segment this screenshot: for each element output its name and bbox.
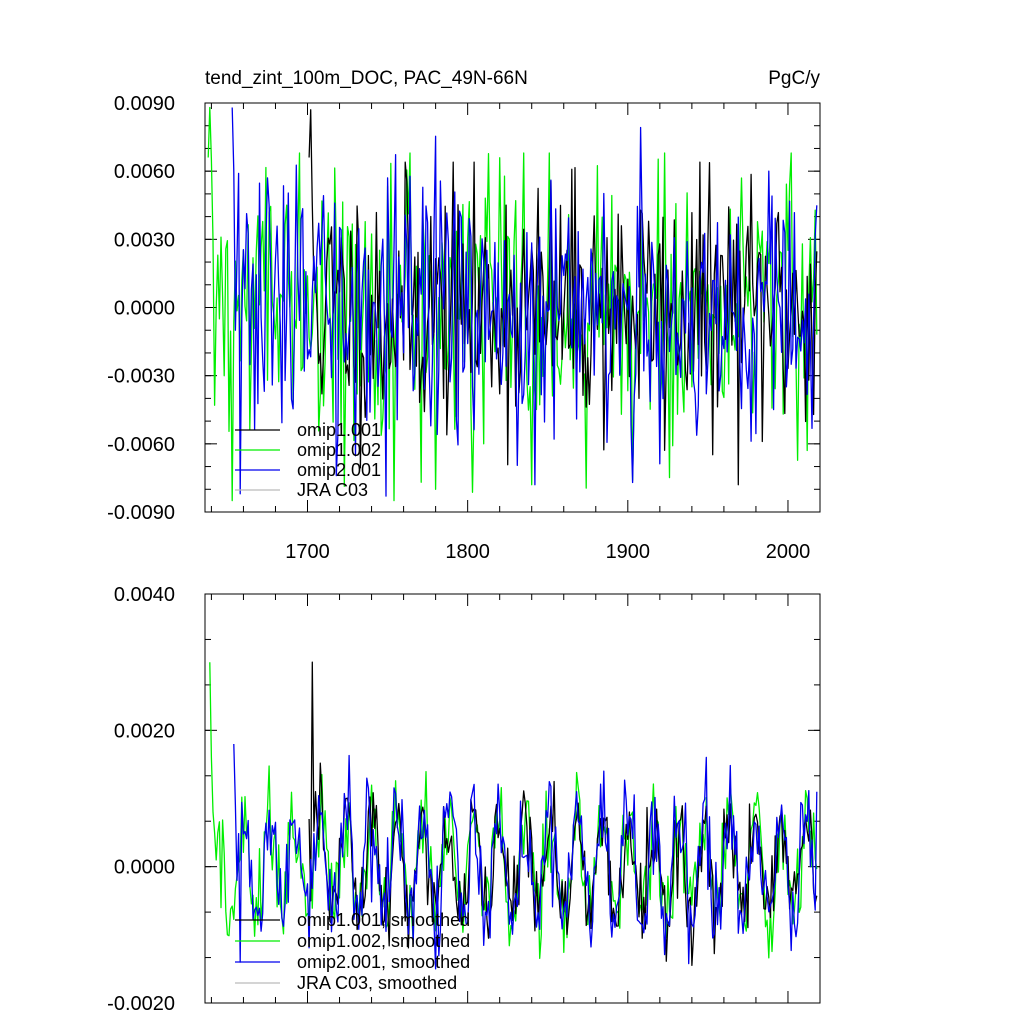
y-tick-label: 0.0030 [114,229,175,251]
x-tick-label: 1800 [445,541,490,563]
legend-label: omip1.002, smoothed [297,931,470,951]
panel-top: -0.0090 -0.0060 -0.0030 0.0000 0.0030 0.0060 0… [107,93,821,563]
y-tick-label: -0.0030 [107,366,175,388]
chart-title: tend_zint_100m_DOC, PAC_49N-66N [205,68,528,89]
series-line-omip2-001-smoothed [233,743,818,970]
legend-label: omip1.002 [297,440,381,460]
y-tick-label: -0.0060 [107,434,175,456]
series-line-omip2-001 [231,107,818,497]
y-tick-label: 0.0000 [114,298,175,320]
legend-label: omip2.001 [297,460,381,480]
y-tick-label: 0.0090 [114,93,175,115]
plot-frame [204,593,821,1004]
legend-label: omip1.001, smoothed [297,910,470,930]
y-tick-label: 0.0020 [114,720,175,742]
x-tick-label: 2000 [766,541,811,563]
legend-label: omip2.001, smoothed [297,952,470,972]
y-tick-label: 0.0060 [114,161,175,183]
x-tick-label: 1900 [606,541,651,563]
y-tick-label: 0.0000 [114,857,175,879]
legend-label: JRA C03, smoothed [297,973,457,993]
y-tick-label: -0.0020 [107,993,175,1015]
y-tick-label: 0.0040 [114,584,175,606]
legend-label: omip1.001 [297,420,381,440]
x-tick-label: 1700 [285,541,330,563]
y-tick-label: -0.0090 [107,502,175,524]
panel-bottom: -0.0020 0.0000 0.0020 0.0040 omip1.001, smoo… [107,584,821,1015]
units-label: PgC/y [768,68,820,89]
series-line-omip1-001 [308,109,818,486]
legend-label: JRA C03 [297,480,368,500]
